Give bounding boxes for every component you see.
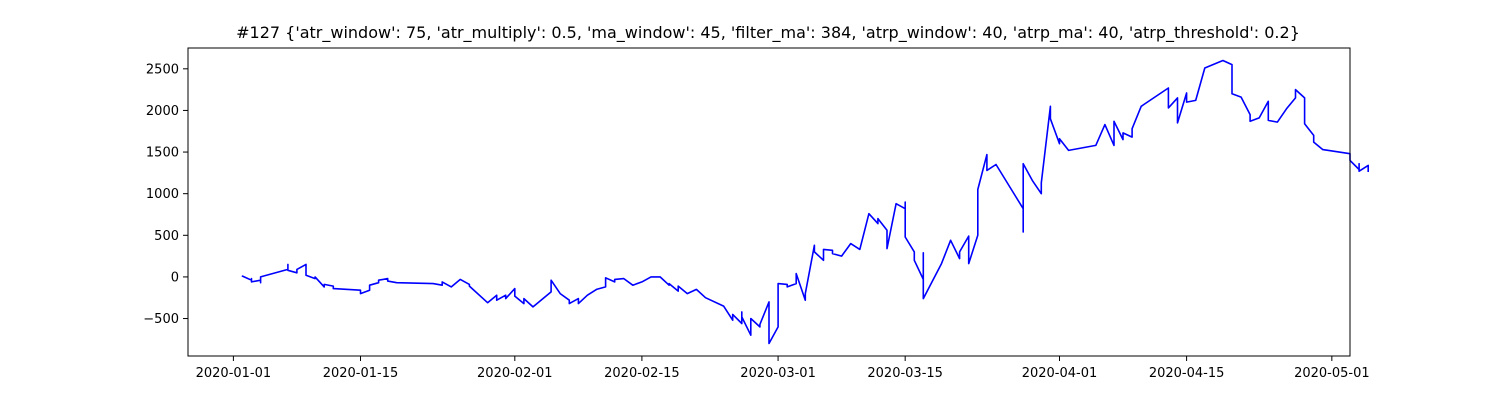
y-axis: −500 0 500 1000 1500 2000 2500	[143, 62, 188, 327]
x-tick-label: 2020-05-01	[1294, 366, 1370, 381]
x-tick-label: 2020-01-15	[323, 366, 399, 381]
x-tick-label: 2020-04-01	[1022, 366, 1098, 381]
x-tick-label: 2020-04-15	[1149, 366, 1225, 381]
x-tick-label: 2020-02-01	[477, 366, 553, 381]
y-tick-label: 500	[154, 229, 179, 244]
x-tick-label: 2020-01-01	[196, 366, 272, 381]
x-tick-label: 2020-03-01	[740, 366, 816, 381]
plot-area	[241, 59, 1369, 345]
x-tick-label: 2020-03-15	[867, 366, 943, 381]
series-line	[241, 59, 1369, 345]
y-tick-label: 1000	[146, 187, 179, 202]
y-tick-label: 2000	[146, 104, 179, 119]
y-tick-label: −500	[143, 312, 179, 327]
y-tick-label: 2500	[146, 62, 179, 77]
x-axis: 2020-01-01 2020-01-15 2020-02-01 2020-02-15…	[196, 356, 1370, 381]
y-tick-label: 0	[171, 270, 179, 285]
y-tick-label: 1500	[146, 146, 179, 161]
chart-title: #127 {'atr_window': 75, 'atr_multiply': …	[236, 23, 1300, 43]
x-tick-label: 2020-02-15	[604, 366, 680, 381]
plot-frame	[187, 47, 1351, 357]
